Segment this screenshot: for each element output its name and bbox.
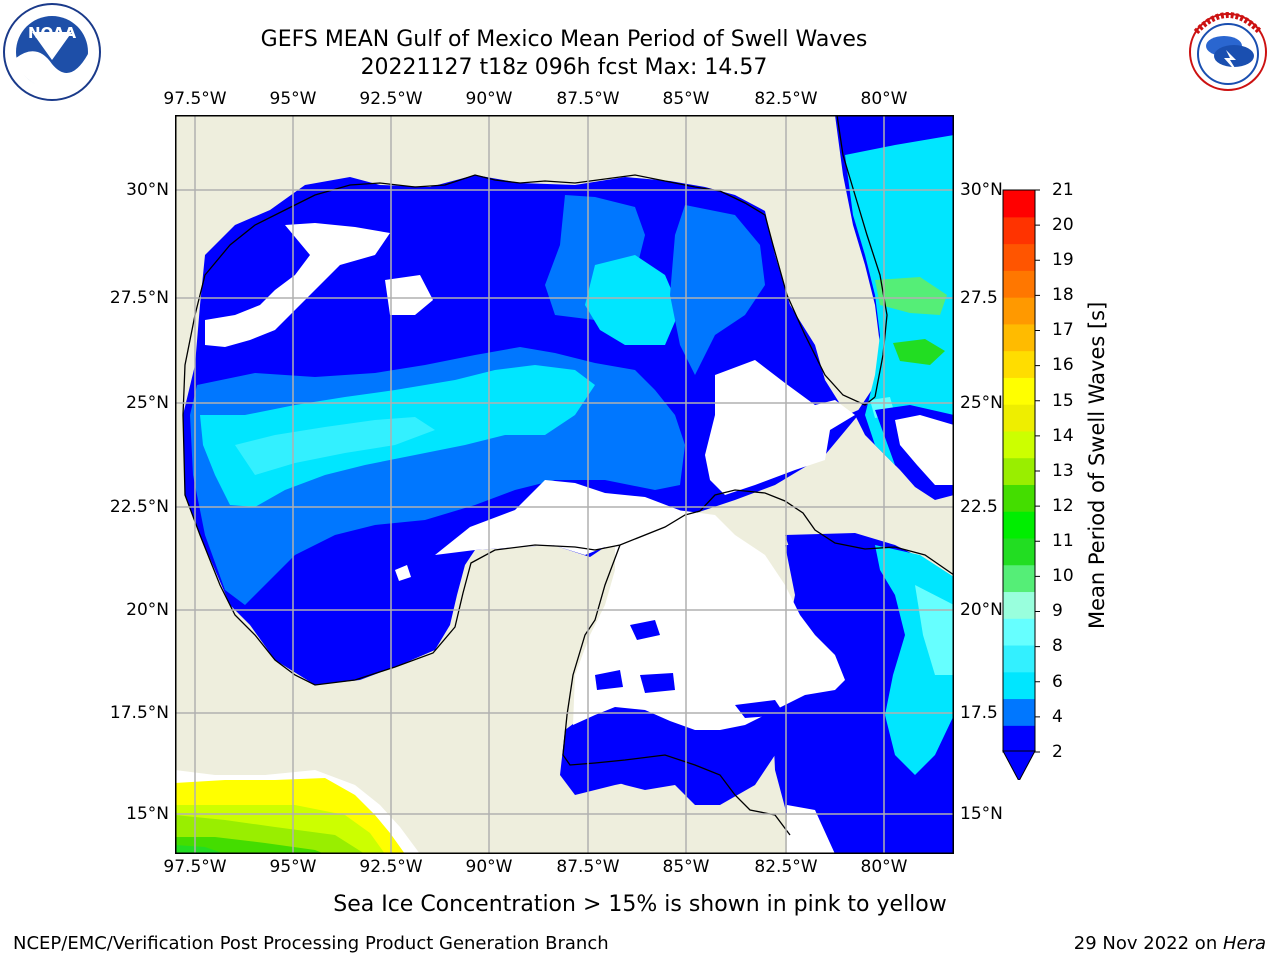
lon-label-bottom: 95°W [269,857,317,877]
colorbar-segment [1003,484,1035,512]
lat-label-right: 20°N [960,600,1003,620]
colorbar-segment [1003,350,1035,378]
lon-label-top: 80°W [860,89,908,109]
colorbar-segment [1003,430,1035,459]
lat-label-right: 27.5 [960,288,998,308]
colorbar-tick-label: 13 [1052,461,1074,481]
footer-credit: NCEP/EMC/Verification Post Processing Pr… [13,933,609,954]
colorbar-tick-label: 14 [1052,426,1074,446]
lon-label-bottom: 90°W [465,857,513,877]
colorbar-segment [1003,297,1035,325]
colorbar-segment [1003,591,1035,619]
colorbar-tick-label: 18 [1052,285,1074,305]
lon-label-top: 82.5°W [754,89,818,109]
colorbar-tick-label: 6 [1052,672,1063,692]
colorbar-segment [1003,725,1035,753]
colorbar-tick-label: 19 [1052,250,1074,270]
lat-label-left: 30°N [126,180,169,200]
map-frame [175,115,954,854]
noaa-logo: NOAA [2,2,102,102]
map-gridlines [175,115,954,854]
colorbar-segment [1003,323,1035,352]
colorbar-segment [1003,671,1035,700]
colorbar-segment [1003,270,1035,298]
lat-label-left: 22.5°N [109,497,169,517]
colorbar-tick-label: 9 [1052,601,1063,621]
colorbar-segment [1003,618,1035,646]
colorbar-segment [1003,243,1035,271]
lat-label-right: 30°N [960,180,1003,200]
gulf-ocean [183,175,875,685]
colorbar-tick-label: 10 [1052,566,1074,586]
colorbar-tick-label: 15 [1052,391,1074,411]
colorbar-tick-label: 11 [1052,531,1074,551]
lat-label-right: 25°N [960,393,1003,413]
colorbar-tick-label: 21 [1052,180,1074,200]
lon-label-top: 92.5°W [359,89,423,109]
colorbar-tick-label: 12 [1052,496,1074,516]
lon-label-bottom: 80°W [860,857,908,877]
lat-label-left: 17.5°N [109,703,169,723]
lat-label-left: 27.5°N [109,288,169,308]
lat-label-left: 15°N [126,804,169,824]
lon-label-bottom: 92.5°W [359,857,423,877]
colorbar-tick-label: 2 [1052,742,1063,762]
colorbar-tick-label: 17 [1052,320,1074,340]
colorbar-segment [1003,216,1035,245]
lon-label-bottom: 87.5°W [556,857,620,877]
lon-label-bottom: 85°W [662,857,710,877]
colorbar-tick-label: 16 [1052,355,1074,375]
sea-ice-note: Sea Ice Concentration > 15% is shown in … [333,892,947,917]
colorbar [1002,189,1040,780]
chart-title: GEFS MEAN Gulf of Mexico Mean Period of … [260,27,868,52]
colorbar-extend [1002,750,1036,780]
colorbar-tick-label: 20 [1052,215,1074,235]
lon-label-top: 97.5°W [163,89,227,109]
colorbar-segment [1003,190,1035,218]
lat-label-right: 15°N [960,804,1003,824]
colorbar-tick-label: 4 [1052,707,1063,727]
footer-host: Hera [1222,933,1266,954]
footer-date-text: 29 Nov 2022 on [1073,933,1223,954]
lat-label-right: 17.5 [960,703,998,723]
colorbar-title: Mean Period of Swell Waves [s] [1085,301,1109,629]
colorbar-segment [1003,537,1035,566]
nws-logo [1178,2,1278,102]
lon-label-bottom: 82.5°W [754,857,818,877]
pacific-ocean [175,770,420,854]
footer-date: 29 Nov 2022 on Hera [1074,933,1266,955]
colorbar-segment [1003,564,1035,593]
chart-subtitle: 20221127 t18z 096h fcst Max: 14.57 [360,55,768,80]
lon-label-top: 90°W [465,89,513,109]
lat-label-right: 22.5 [960,497,998,517]
lon-label-bottom: 97.5°W [163,857,227,877]
colorbar-segment [1003,698,1035,726]
swell-period-map [175,115,954,854]
colorbar-segment [1003,377,1035,405]
noaa-logo-text: NOAA [28,24,77,42]
lon-label-top: 85°W [662,89,710,109]
colorbar-segment [1003,457,1035,485]
lat-label-left: 20°N [126,600,169,620]
lon-label-top: 87.5°W [556,89,620,109]
lat-label-left: 25°N [126,393,169,413]
colorbar-tick-label: 8 [1052,636,1063,656]
colorbar-segment [1003,644,1035,673]
colorbar-segment [1003,404,1035,432]
lon-label-top: 95°W [269,89,317,109]
colorbar-segment [1003,511,1035,539]
